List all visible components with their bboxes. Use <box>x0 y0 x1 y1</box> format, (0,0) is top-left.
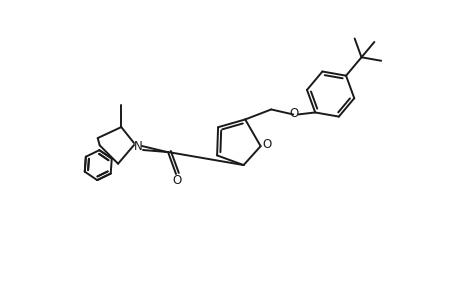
Text: O: O <box>262 138 271 151</box>
Text: O: O <box>289 107 298 120</box>
Text: N: N <box>133 140 142 152</box>
Text: O: O <box>172 173 181 187</box>
